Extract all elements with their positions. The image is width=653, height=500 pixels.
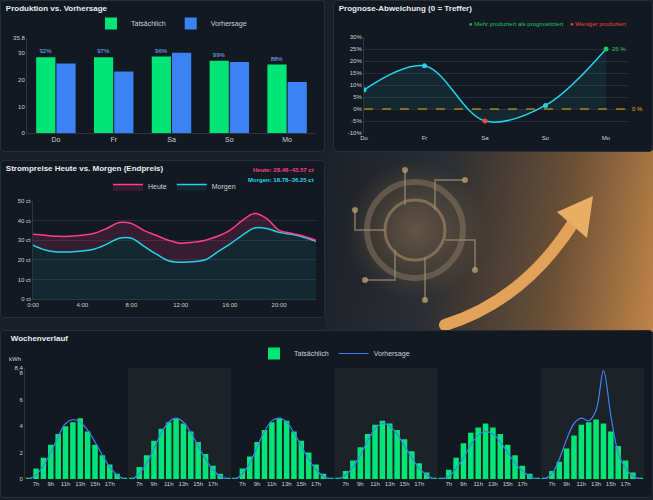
svg-text:0:00: 0:00	[27, 302, 39, 308]
svg-text:13h: 13h	[591, 481, 601, 487]
svg-text:11h: 11h	[61, 481, 71, 487]
svg-text:30: 30	[18, 50, 25, 56]
svg-text:Mo: Mo	[602, 135, 611, 141]
svg-text:4:00: 4:00	[76, 302, 88, 308]
svg-text:Mo: Mo	[282, 136, 292, 143]
svg-text:7h: 7h	[549, 481, 556, 487]
svg-text:88%: 88%	[271, 56, 284, 62]
svg-text:Vorhersage: Vorhersage	[211, 20, 247, 28]
svg-text:15h: 15h	[193, 481, 203, 487]
svg-text:11h: 11h	[473, 481, 483, 487]
svg-text:Do: Do	[51, 136, 60, 143]
svg-text:17h: 17h	[311, 481, 321, 487]
svg-text:13h: 13h	[282, 481, 292, 487]
svg-text:30 ct: 30 ct	[18, 237, 31, 243]
svg-text:Tatsächlich: Tatsächlich	[294, 350, 329, 357]
svg-text:16:00: 16:00	[222, 302, 238, 308]
svg-text:Wochenverlauf: Wochenverlauf	[11, 334, 69, 343]
svg-text:7h: 7h	[445, 481, 452, 487]
svg-text:7h: 7h	[33, 481, 40, 487]
svg-text:Tatsächlich: Tatsächlich	[131, 20, 166, 27]
svg-text:11h: 11h	[577, 481, 587, 487]
svg-text:0: 0	[19, 476, 23, 482]
svg-text:Strompreise Heute vs. Morgen (: Strompreise Heute vs. Morgen (Endpreis)	[6, 164, 164, 173]
svg-text:13h: 13h	[75, 481, 85, 487]
svg-text:17h: 17h	[621, 481, 631, 487]
svg-text:Fr: Fr	[422, 135, 428, 141]
svg-text:10%: 10%	[350, 82, 363, 88]
svg-text:Heute: 28.46–43.57 ct: Heute: 28.46–43.57 ct	[253, 167, 314, 173]
svg-text:25 %: 25 %	[612, 46, 626, 52]
svg-text:Vorhersage: Vorhersage	[374, 350, 410, 358]
svg-text:50 ct: 50 ct	[18, 198, 31, 204]
svg-text:So: So	[542, 135, 550, 141]
svg-text:Sa: Sa	[481, 135, 489, 141]
svg-text:15h: 15h	[400, 481, 410, 487]
svg-text:15h: 15h	[296, 481, 306, 487]
svg-text:12:00: 12:00	[173, 302, 189, 308]
svg-text:96%: 96%	[155, 48, 168, 54]
svg-text:15%: 15%	[350, 70, 363, 76]
svg-text:11h: 11h	[267, 481, 277, 487]
svg-text:4: 4	[19, 423, 23, 429]
svg-text:8,4: 8,4	[14, 365, 23, 371]
svg-text:9h: 9h	[563, 481, 570, 487]
svg-text:5%: 5%	[353, 94, 362, 100]
svg-text:Morgen: 18.78–36.25 ct: Morgen: 18.78–36.25 ct	[248, 177, 314, 183]
svg-text:7h: 7h	[239, 481, 246, 487]
svg-text:30%: 30%	[350, 34, 363, 40]
svg-text:-5%: -5%	[351, 118, 362, 124]
svg-text:9h: 9h	[151, 481, 158, 487]
svg-text:9h: 9h	[47, 481, 54, 487]
svg-text:11h: 11h	[164, 481, 174, 487]
svg-text:17h: 17h	[105, 481, 115, 487]
svg-text:9h: 9h	[460, 481, 467, 487]
svg-text:0%: 0%	[353, 106, 362, 112]
svg-text:20 ct: 20 ct	[18, 257, 31, 263]
svg-text:11h: 11h	[370, 481, 380, 487]
svg-text:17h: 17h	[517, 481, 527, 487]
svg-text:20%: 20%	[350, 58, 363, 64]
svg-text:Produktion vs. Vorhersage: Produktion vs. Vorhersage	[6, 4, 108, 13]
svg-text:Fr: Fr	[110, 136, 117, 143]
svg-text:20:00: 20:00	[272, 302, 288, 308]
svg-text:-10%: -10%	[348, 130, 363, 136]
svg-text:7h: 7h	[342, 481, 349, 487]
svg-text:15h: 15h	[503, 481, 513, 487]
svg-text:Prognose-Abweichung (0 = Treff: Prognose-Abweichung (0 = Treffer)	[339, 4, 472, 13]
svg-text:Sa: Sa	[167, 136, 176, 143]
svg-text:0 %: 0 %	[632, 106, 643, 112]
svg-text:Morgen: Morgen	[212, 183, 236, 191]
svg-text:13h: 13h	[488, 481, 498, 487]
svg-text:15h: 15h	[90, 481, 100, 487]
svg-text:13h: 13h	[178, 481, 188, 487]
svg-text:40 ct: 40 ct	[18, 218, 31, 224]
svg-text:15h: 15h	[606, 481, 616, 487]
svg-text:99%: 99%	[213, 52, 226, 58]
svg-text:92%: 92%	[39, 48, 52, 54]
svg-text:17h: 17h	[414, 481, 424, 487]
svg-text:2: 2	[19, 450, 23, 456]
svg-text:9h: 9h	[357, 481, 364, 487]
svg-text:So: So	[225, 136, 234, 143]
svg-text:kWh: kWh	[9, 356, 21, 362]
svg-text:8: 8	[19, 370, 23, 376]
svg-text:20: 20	[18, 77, 25, 83]
svg-text:9h: 9h	[254, 481, 261, 487]
svg-text:● Mehr produziert als prognost: ● Mehr produziert als prognostiziert ● W…	[469, 21, 626, 27]
svg-text:25%: 25%	[350, 46, 363, 52]
svg-text:13h: 13h	[385, 481, 395, 487]
svg-text:7h: 7h	[136, 481, 143, 487]
svg-text:10 ct: 10 ct	[18, 277, 31, 283]
svg-text:6: 6	[19, 397, 23, 403]
svg-text:97%: 97%	[97, 48, 110, 54]
svg-text:Heute: Heute	[148, 183, 167, 190]
svg-text:0: 0	[21, 130, 25, 136]
svg-text:Do: Do	[360, 135, 368, 141]
svg-text:35.8: 35.8	[13, 35, 25, 41]
svg-text:17h: 17h	[208, 481, 218, 487]
svg-text:10: 10	[18, 104, 25, 110]
svg-text:0 ct: 0 ct	[21, 296, 31, 302]
svg-text:8:00: 8:00	[126, 302, 138, 308]
